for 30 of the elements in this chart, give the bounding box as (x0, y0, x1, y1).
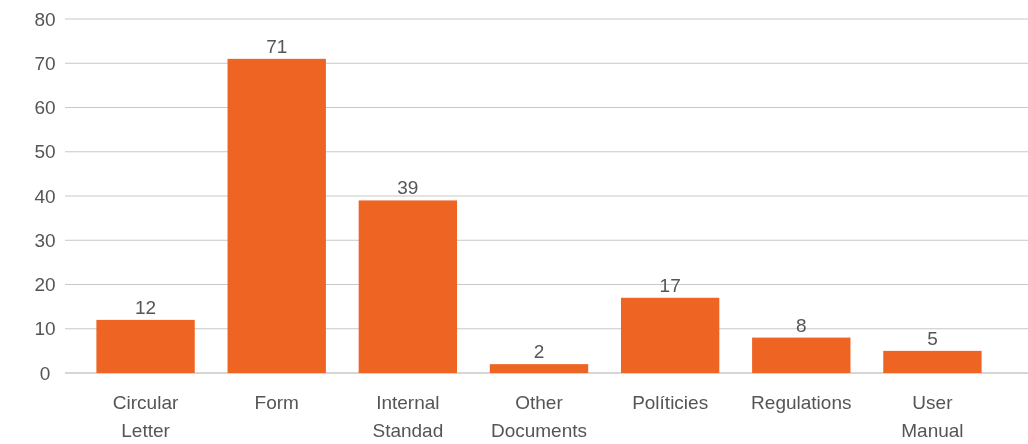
x-tick-label: Políticies (632, 392, 709, 413)
y-tick-label: 70 (34, 52, 56, 74)
data-label: 12 (135, 296, 157, 318)
x-tick-label: Circular Letter (112, 392, 179, 441)
x-tick-label: Internal Standad (372, 392, 444, 441)
y-tick-label: 30 (34, 229, 56, 251)
data-label: 8 (796, 314, 807, 336)
x-tick-label: Regulations (751, 392, 852, 413)
data-label: 71 (266, 35, 288, 57)
y-tick-label: 40 (34, 185, 56, 207)
bar (752, 337, 851, 373)
data-label: 39 (397, 177, 419, 199)
y-tick-label: 20 (34, 274, 56, 296)
y-tick-label: 0 (39, 362, 51, 384)
y-tick-label: 60 (34, 97, 56, 119)
x-tick-label: User Manual (901, 392, 964, 441)
data-label: 17 (659, 274, 681, 296)
x-tick-label: Form (254, 392, 299, 413)
y-tick-label: 10 (34, 318, 56, 340)
bar (227, 58, 326, 373)
y-tick-label: 80 (34, 8, 56, 30)
bar (96, 319, 195, 373)
bar (620, 297, 720, 373)
bar (883, 350, 982, 373)
bar (358, 200, 458, 373)
x-tick-label: Other Documents (490, 392, 588, 441)
data-label: 5 (927, 327, 938, 349)
data-label: 2 (533, 341, 545, 363)
y-tick-label: 50 (34, 141, 56, 163)
bar (489, 364, 589, 373)
